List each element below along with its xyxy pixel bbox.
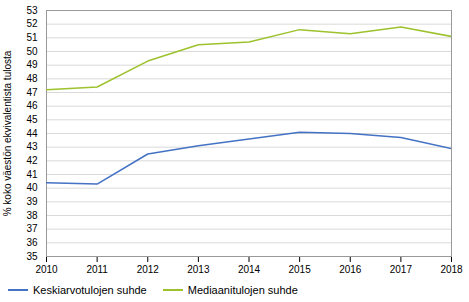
html-text:Mediaanitulojen suhde: Mediaanitulojen suhde bbox=[187, 284, 298, 296]
svg-text:45: 45 bbox=[26, 114, 38, 125]
svg-text:52: 52 bbox=[26, 18, 38, 29]
svg-text:50: 50 bbox=[26, 46, 38, 57]
svg-text:2018: 2018 bbox=[440, 264, 463, 275]
svg-text:49: 49 bbox=[26, 59, 38, 70]
svg-text:47: 47 bbox=[26, 87, 38, 98]
svg-text:2016: 2016 bbox=[339, 264, 362, 275]
svg-text:37: 37 bbox=[26, 223, 38, 234]
svg-text:51: 51 bbox=[26, 32, 38, 43]
svg-text:42: 42 bbox=[26, 155, 38, 166]
svg-text:% koko väestön ekvivalentista: % koko väestön ekvivalentista tulosta bbox=[2, 50, 13, 216]
svg-text:2011: 2011 bbox=[86, 264, 108, 275]
svg-text:46: 46 bbox=[26, 100, 38, 111]
svg-text:2014: 2014 bbox=[238, 264, 261, 275]
svg-text:2013: 2013 bbox=[187, 264, 210, 275]
svg-text:2015: 2015 bbox=[289, 264, 312, 275]
html-text:Keskiarvotulojen suhde: Keskiarvotulojen suhde bbox=[33, 284, 147, 296]
svg-text:39: 39 bbox=[26, 196, 38, 207]
svg-text:2010: 2010 bbox=[35, 264, 58, 275]
svg-text:2017: 2017 bbox=[390, 264, 413, 275]
svg-text:48: 48 bbox=[26, 73, 38, 84]
svg-text:53: 53 bbox=[26, 5, 38, 16]
svg-text:36: 36 bbox=[26, 237, 38, 248]
svg-text:38: 38 bbox=[26, 210, 38, 221]
svg-text:44: 44 bbox=[26, 128, 38, 139]
svg-text:43: 43 bbox=[26, 141, 38, 152]
svg-text:2012: 2012 bbox=[137, 264, 160, 275]
svg-text:35: 35 bbox=[26, 251, 38, 262]
svg-text:41: 41 bbox=[26, 169, 38, 180]
svg-text:40: 40 bbox=[26, 182, 38, 193]
